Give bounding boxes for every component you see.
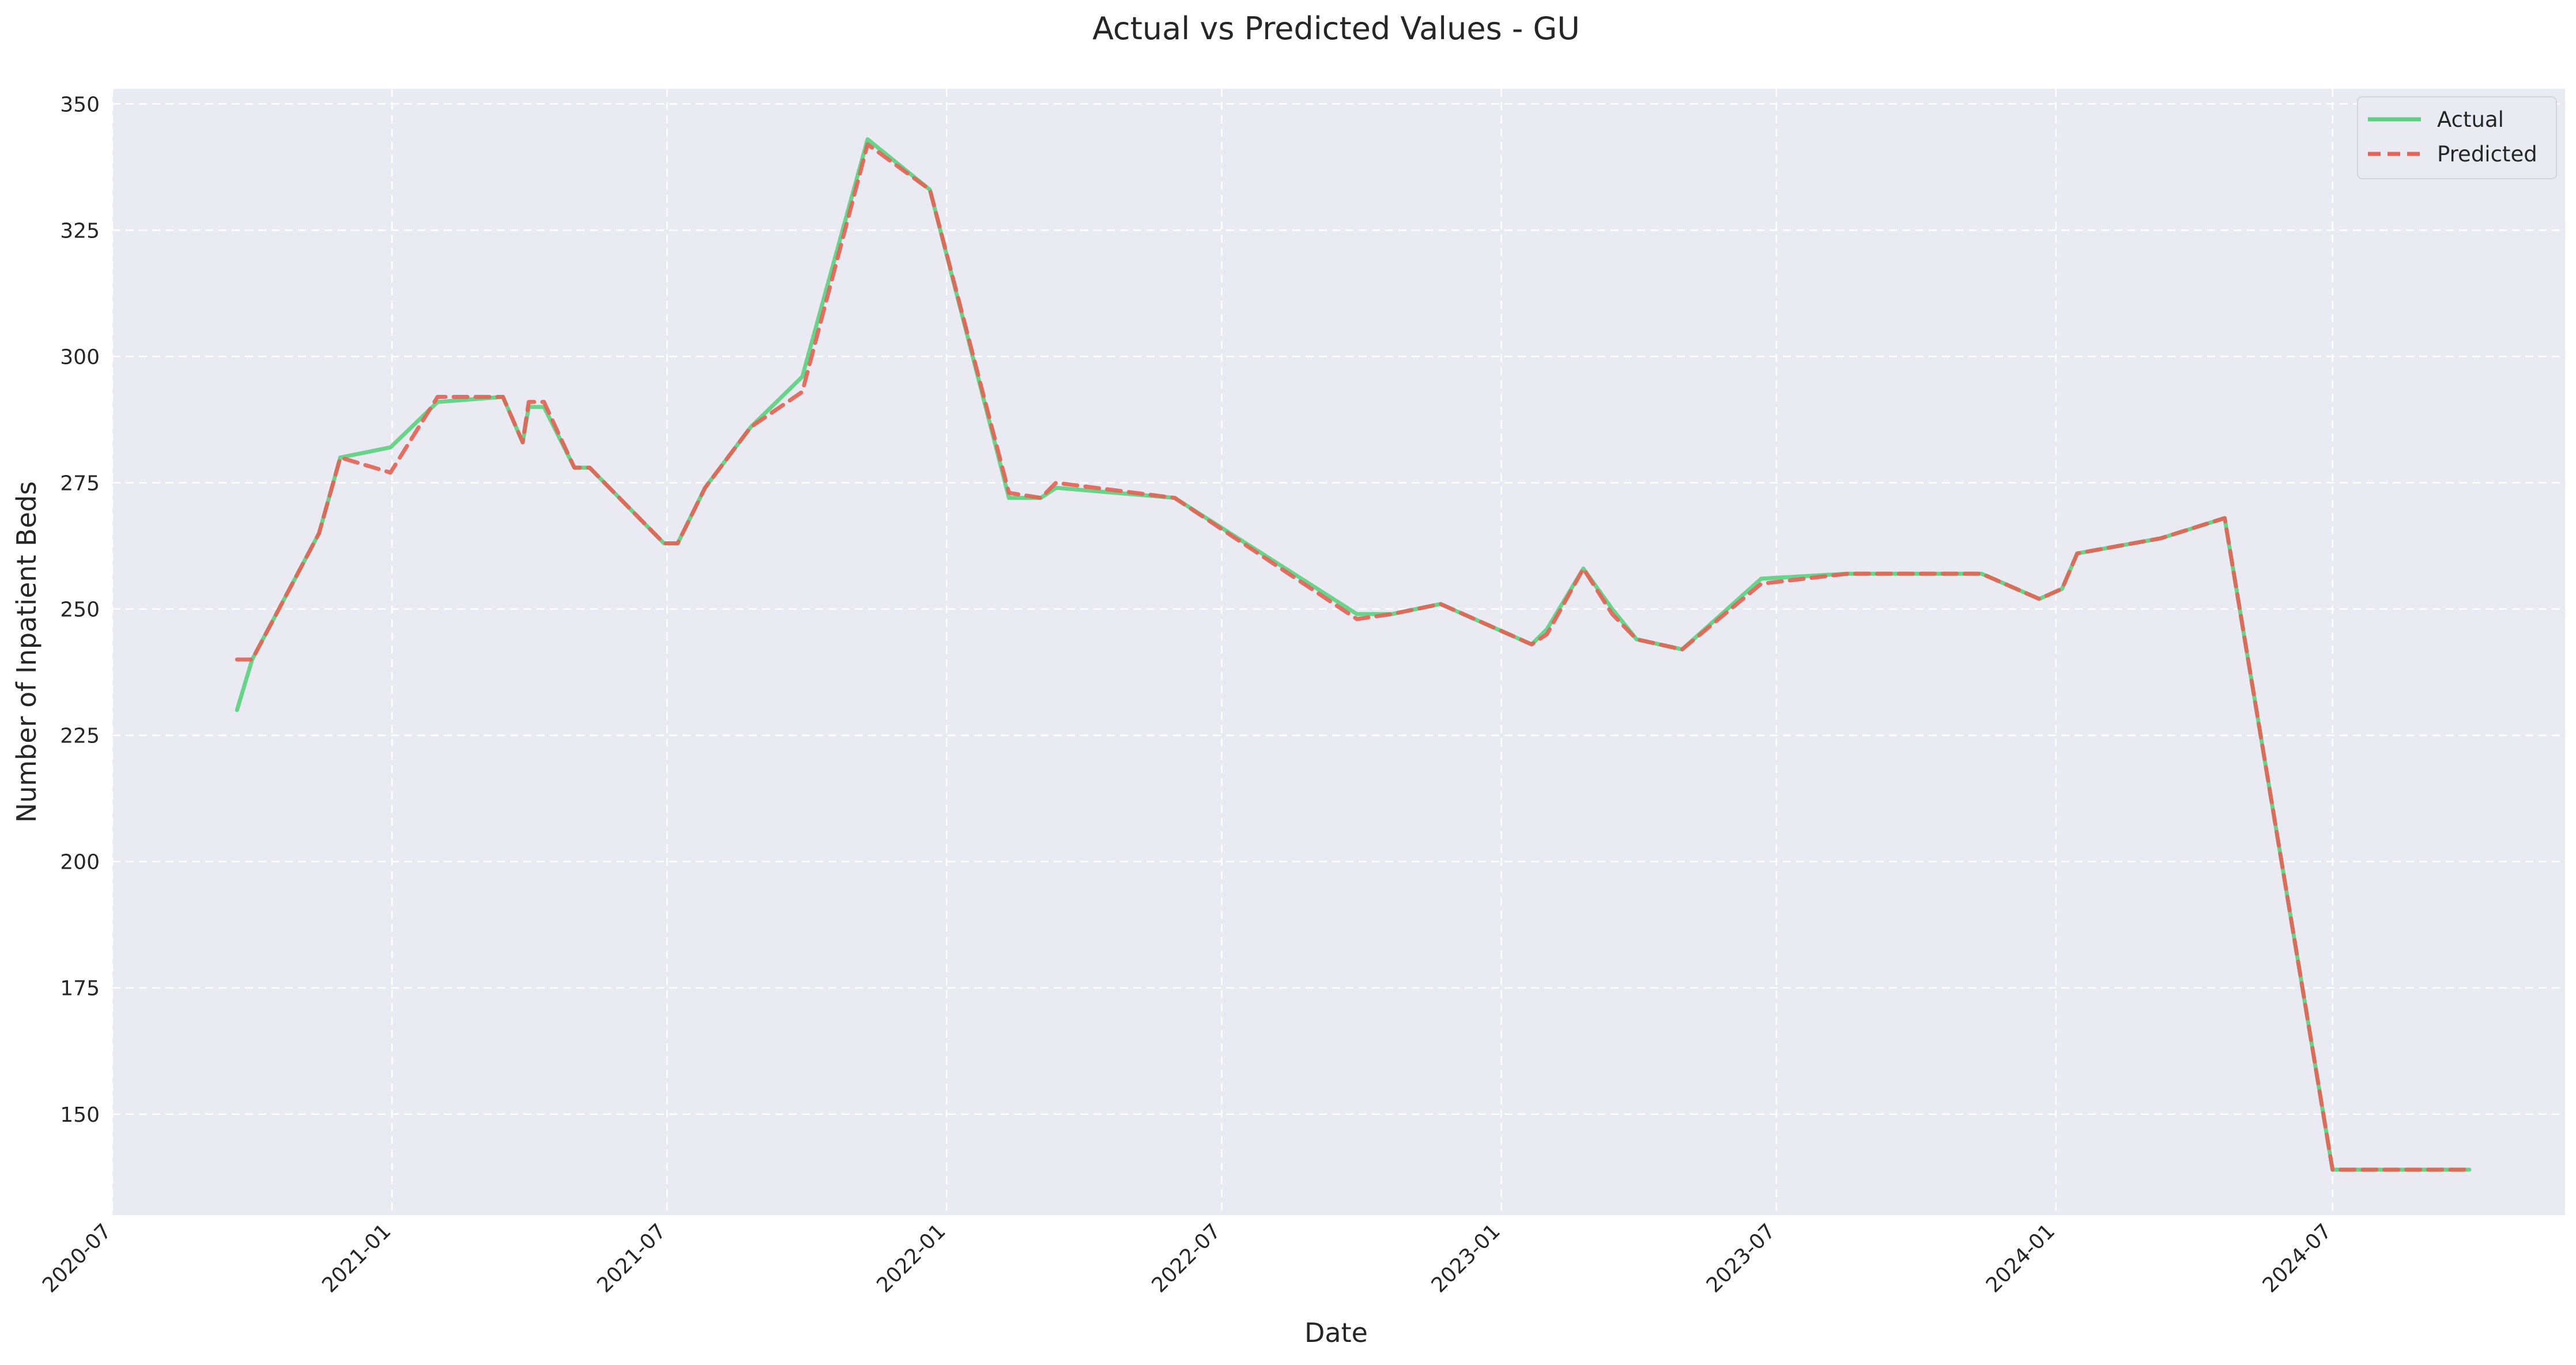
series-line-predicted	[235, 142, 2472, 1172]
x-tick-labels: 2020-07 2021-01 2021-07 2022-01 2022-07 2023-…	[38, 1219, 2336, 1297]
x-tick-label: 2023-07	[1702, 1219, 1780, 1297]
y-tick-label: 300	[60, 345, 100, 369]
x-tick-label: 2024-07	[2258, 1219, 2336, 1297]
series-lines	[235, 137, 2472, 1172]
legend-label-predicted: Predicted	[2437, 142, 2537, 167]
chart-title: Actual vs Predicted Values - GU	[1092, 10, 1580, 47]
x-tick-label: 2021-07	[593, 1219, 670, 1297]
y-tick-label: 325	[60, 219, 100, 243]
x-tick-label: 2024-01	[1982, 1219, 2060, 1297]
y-tick-label: 150	[60, 1103, 100, 1127]
x-axis-title: Date	[1304, 1317, 1368, 1348]
plot-area	[112, 89, 2565, 1215]
grid-lines	[111, 89, 2565, 1215]
legend-label-actual: Actual	[2437, 107, 2504, 132]
x-tick-label: 2022-01	[872, 1219, 950, 1297]
x-tick-label: 2022-07	[1148, 1219, 1225, 1297]
x-tick-label: 2023-01	[1427, 1219, 1505, 1297]
y-tick-label: 275	[60, 472, 100, 495]
y-tick-label: 225	[60, 725, 100, 748]
legend: Actual Predicted	[2357, 96, 2557, 179]
x-tick-label: 2021-01	[318, 1219, 395, 1297]
x-tick-label: 2020-07	[38, 1219, 116, 1297]
y-tick-label: 250	[60, 598, 100, 622]
y-tick-label: 350	[60, 93, 100, 116]
y-tick-label: 200	[60, 851, 100, 874]
y-tick-label: 175	[60, 977, 100, 1001]
y-tick-labels: 150 175 200 225 250 275 300 325 350	[60, 93, 100, 1126]
y-axis-title: Number of Inpatient Beds	[11, 481, 42, 823]
